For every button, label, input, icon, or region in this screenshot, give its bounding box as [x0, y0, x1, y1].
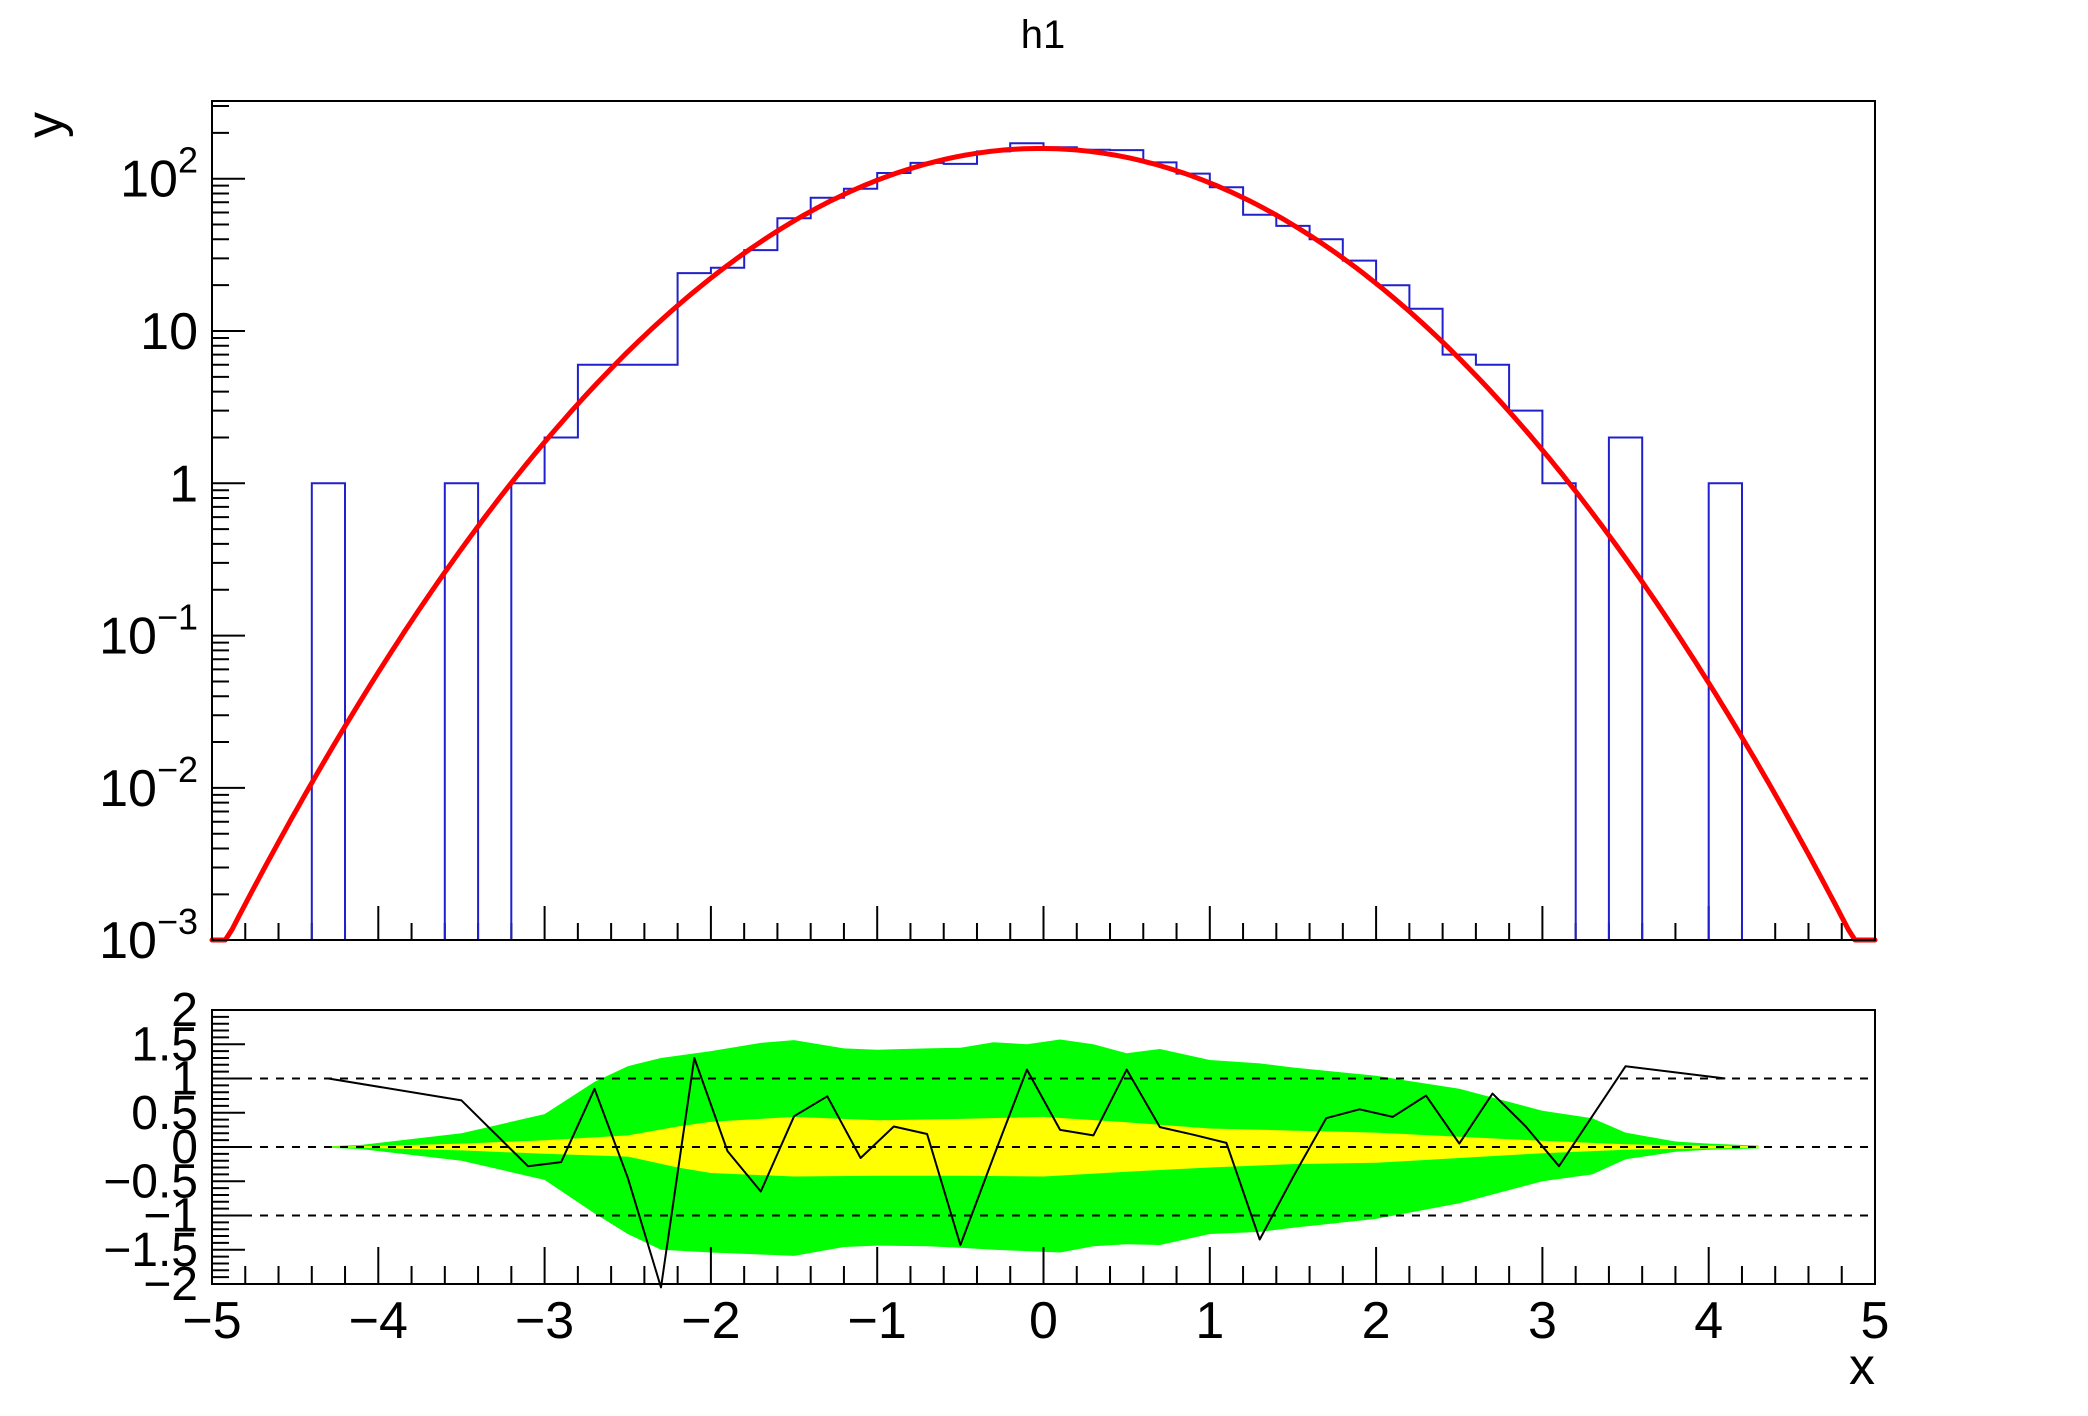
ratio-y-axis-labels: 21.510.50−0.5−1−1.5−2	[103, 984, 198, 1311]
main-frame	[211, 100, 1876, 941]
y-axis-title: y	[16, 112, 74, 138]
x-tick-label: 4	[1694, 1292, 1723, 1350]
main-x-axis-ticks	[211, 906, 1876, 940]
x-tick-label: 0	[1029, 1292, 1058, 1350]
ratio-y-tick-label: 1.5	[131, 1018, 198, 1071]
fit-curve	[209, 146, 1878, 943]
ratio-y-tick-label: 0	[171, 1121, 198, 1174]
ratio-pad: 21.510.50−0.5−1−1.5−2−5 −4 −3 −2 −1 0 1 2 3 4 5	[103, 984, 1889, 1350]
y-tick-label: 10−2	[99, 749, 198, 818]
ratio-frame	[211, 1009, 1876, 1285]
x-tick-label: 5	[1861, 1292, 1890, 1350]
main-y-axis-labels: 102 10 1 10−1 10−2 10−3	[99, 140, 198, 971]
y-tick-label: 10−3	[99, 901, 198, 970]
ratio-y-tick-label: 0.5	[131, 1087, 198, 1140]
main-y-axis-ticks	[212, 105, 245, 896]
x-tick-label: −3	[515, 1292, 574, 1350]
main-pad: 102 10 1 10−1 10−2 10−3	[99, 100, 1878, 971]
x-tick-label: 1	[1195, 1292, 1224, 1350]
y-tick-label: 102	[120, 140, 198, 209]
yellow-1sigma-band	[328, 1116, 1759, 1177]
plot-title: h1	[1021, 13, 1066, 57]
ratio-y-axis-ticks	[212, 1009, 245, 1285]
x-tick-label: −4	[349, 1292, 408, 1350]
ratio-x-axis-ticks	[211, 1247, 1876, 1284]
histogram-line	[212, 142, 1875, 941]
ratio-y-tick-label: −0.5	[103, 1155, 198, 1208]
x-tick-label: 3	[1528, 1292, 1557, 1350]
pull-line	[328, 1057, 1726, 1289]
x-axis-title: x	[1849, 1338, 1875, 1396]
ratio-y-tick-label: −1.5	[103, 1224, 198, 1277]
x-tick-label: −5	[182, 1292, 241, 1350]
x-tick-label: −1	[848, 1292, 907, 1350]
ratio-y-tick-label: −2	[143, 1258, 198, 1311]
y-tick-label: 1	[169, 455, 198, 513]
ratio-y-tick-label: −1	[143, 1190, 198, 1243]
ratio-y-tick-label: 2	[171, 984, 198, 1037]
x-tick-label: 2	[1362, 1292, 1391, 1350]
y-tick-label: 10	[140, 303, 198, 361]
x-tick-label: −2	[681, 1292, 740, 1350]
ratio-y-tick-label: 1	[171, 1053, 198, 1106]
x-axis-labels: −5 −4 −3 −2 −1 0 1 2 3 4 5	[182, 1292, 1889, 1350]
y-tick-label: 10−1	[99, 597, 198, 666]
